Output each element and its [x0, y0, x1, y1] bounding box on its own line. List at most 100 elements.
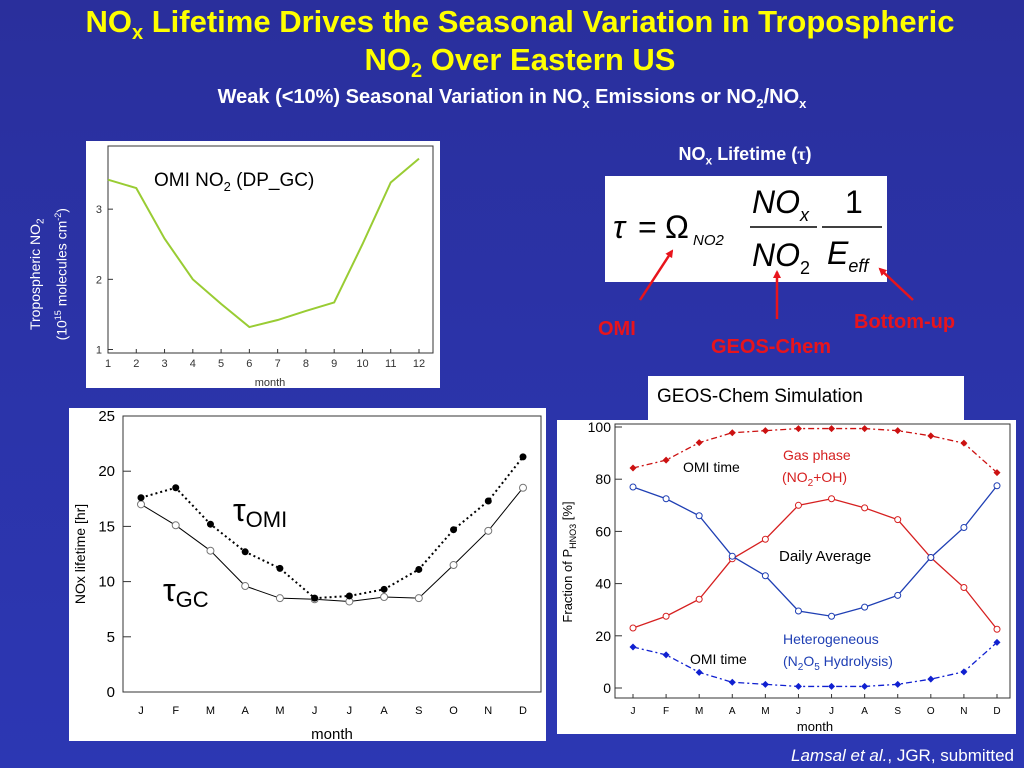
chart2-xtick-label: D	[519, 705, 527, 717]
eq-den2: Eeff	[827, 235, 870, 276]
chart3-gas-omi-line	[632, 427, 998, 474]
chart2-tau-omi-point	[276, 564, 284, 572]
chart3-gas-avg-point	[662, 612, 670, 620]
chart1-xtick-label: 12	[413, 358, 425, 370]
chart2-tau-gc-point	[206, 546, 215, 555]
chart3-gas-omi-point	[728, 429, 736, 437]
chart3-gas-avg-point	[629, 624, 637, 632]
chart1-xtick-label: 9	[331, 358, 337, 370]
eq-omega-sub: NO2	[693, 232, 725, 249]
chart3-het-avg-point	[861, 603, 869, 611]
chart2-xtick-label: M	[206, 705, 215, 717]
chart2-ytick-label: 25	[98, 408, 115, 425]
chart3-het-avg-point	[629, 483, 637, 491]
chart2-tau-omi-point	[519, 453, 527, 461]
chart2-ytick-label: 15	[98, 518, 115, 535]
chart2-tau-gc-point	[484, 526, 493, 535]
chart3-gas-avg-point	[861, 504, 869, 512]
chart3-ytick-label: 80	[595, 471, 611, 487]
chart2-tau-gc-point	[137, 500, 145, 509]
chart3-xtick-label: M	[761, 706, 769, 717]
geos-sim-box	[648, 376, 964, 420]
chart1-xtick-label: 3	[161, 358, 167, 370]
chart3-ytick-label: 20	[595, 628, 611, 644]
chart2-tau-omi-point	[484, 497, 492, 505]
chart1-frame	[107, 145, 434, 354]
chart3-het-omi-line	[632, 641, 998, 688]
chart3-gas-avg-point	[993, 625, 1001, 633]
chart1-ytick-label: 1	[96, 344, 102, 356]
chart2-ytick-label: 10	[98, 574, 115, 591]
slide-title-line1: NOx Lifetime Drives the Seasonal Variati…	[85, 4, 955, 45]
chart1-xtick-label: 10	[356, 358, 368, 370]
chart3-het-omi-point	[662, 651, 670, 659]
chart3-het-omi-point	[861, 682, 869, 690]
chart2-tau-gc-point	[449, 561, 458, 570]
tau-omi-label: τOMI	[233, 492, 287, 532]
chart3-gas-avg-line	[632, 498, 998, 630]
slide-subtitle: Weak (<10%) Seasonal Variation in NOx Em…	[217, 86, 807, 111]
gas-phase-label2: (NO2+OH)	[782, 469, 847, 489]
chart3-xtick-label: O	[927, 706, 935, 717]
chart2-tau-gc-point	[171, 521, 180, 530]
chart3-het-avg-line	[632, 485, 998, 617]
chart3-het-omi-point	[960, 668, 968, 676]
eq-num2: 1	[845, 184, 863, 220]
chart3-het-avg-point	[927, 554, 935, 561]
omi-time-label-top: OMI time	[683, 459, 740, 475]
chart1-title: OMI NO2 (DP_GC)	[154, 170, 314, 194]
chart2-tau-omi-point	[206, 520, 214, 528]
bottom-up-arrow	[878, 267, 914, 301]
citation: Lamsal et al., JGR, submitted	[791, 746, 1014, 765]
chart3-svg: Fraction of PHNO3 [%] month Gas phase (N…	[560, 419, 1011, 734]
eq-tau: τ	[613, 209, 627, 245]
chart2-xtick-label: O	[449, 705, 458, 717]
chart3-gas-omi-point	[695, 439, 703, 447]
chart3-xtick-label: S	[894, 706, 901, 717]
eq-equals: =	[638, 209, 657, 245]
chart3-panel: Fraction of PHNO3 [%] month Gas phase (N…	[557, 419, 1016, 734]
chart3-xtick-label: J	[631, 706, 636, 717]
chart3-xtick-label: J	[796, 706, 801, 717]
chart2-ytick-label: 20	[98, 463, 115, 480]
omi-time-label-bottom: OMI time	[690, 651, 747, 667]
chart1-xtick-label: 7	[275, 358, 281, 370]
chart3-gas-omi-point	[960, 439, 968, 447]
chart3-ytick-label: 100	[588, 420, 612, 435]
chart3-het-avg-point	[728, 552, 736, 560]
chart2-panel: NOx lifetime [hr] month τOMI τGC J F M A M J J…	[69, 408, 546, 743]
chart3-het-avg-point	[662, 495, 670, 503]
chart3-het-omi-point	[993, 638, 1001, 646]
chart2-tau-gc-line	[140, 487, 524, 602]
geos-sim-label: GEOS-Chem Simulation	[657, 386, 863, 407]
chart3-xlabel: month	[797, 719, 833, 734]
chart3-gas-avg-point	[761, 535, 769, 543]
chart1-ytick-label: 2	[96, 274, 102, 286]
chart1-ytick-label: 3	[96, 204, 102, 216]
chart3-xtick-label: A	[861, 706, 868, 717]
chart2-tau-omi-point	[415, 565, 423, 573]
chart1-xtick-label: 5	[218, 358, 224, 370]
chart2-xtick-label: A	[242, 705, 250, 717]
gas-phase-label: Gas phase	[783, 447, 851, 463]
chart3-gas-avg-point	[695, 595, 703, 603]
chart2-tau-gc-point	[380, 593, 389, 602]
chart3-het-omi-point	[695, 668, 703, 676]
chart3-gas-omi-point	[993, 469, 1001, 477]
chart2-xtick-label: J	[312, 705, 318, 717]
chart2-tau-gc-point	[519, 483, 527, 492]
chart1-omi-no2-line	[107, 157, 420, 329]
equation-svg: τ = Ω NO2 NOx NO2 1 Eeff	[613, 184, 882, 278]
chart3-het-omi-point	[927, 675, 935, 683]
chart1-xtick-label: 11	[385, 358, 396, 370]
chart3-het-omi-point	[761, 680, 769, 688]
chart3-gas-omi-point	[828, 425, 836, 433]
chart1-xtick-label: 1	[105, 358, 111, 370]
chart2-tau-gc-point	[275, 594, 284, 603]
slide-title-line2: NO2 Over Eastern US	[364, 42, 676, 83]
chart3-het-avg-point	[761, 572, 769, 580]
chart3-het-omi-point	[894, 680, 902, 688]
chart3-gas-avg-point	[894, 516, 902, 524]
chart3-ytick-label: 60	[595, 523, 611, 539]
